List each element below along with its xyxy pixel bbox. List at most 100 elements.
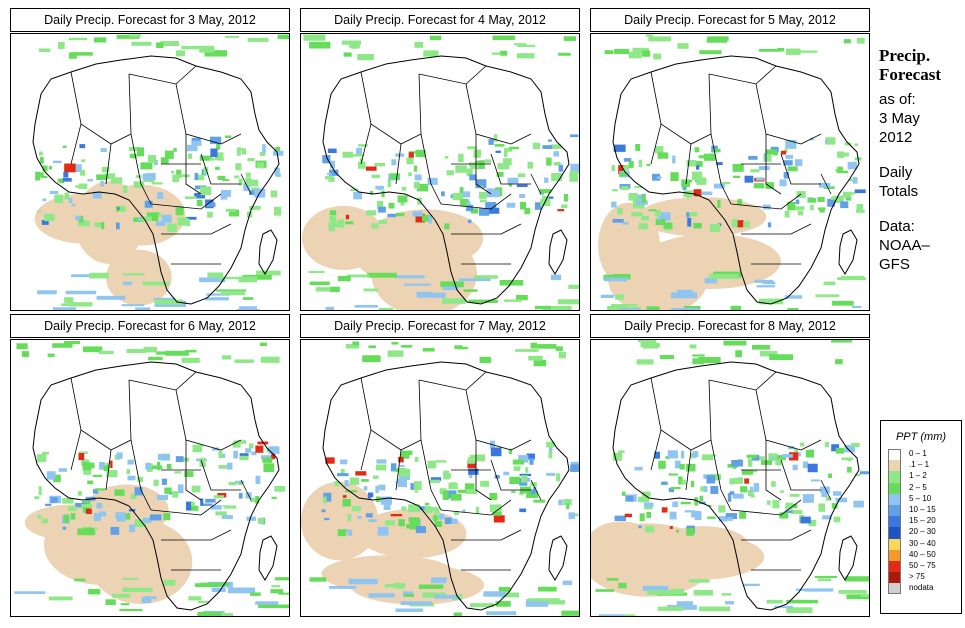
- rain-cell: [825, 140, 829, 144]
- rain-cell: [259, 342, 267, 347]
- rain-cell: [600, 294, 614, 299]
- legend-swatch: [888, 572, 901, 584]
- country-border: [780, 153, 821, 185]
- rain-cell: [548, 139, 553, 142]
- rain-cell: [239, 455, 249, 461]
- rain-cell: [521, 475, 528, 483]
- rain-cell: [702, 454, 714, 461]
- country-border: [70, 377, 132, 451]
- country-border: [128, 379, 132, 441]
- rain-cell: [431, 507, 438, 512]
- rain-cell: [782, 453, 793, 458]
- rain-cell: [157, 453, 170, 461]
- rain-cell: [422, 214, 431, 222]
- rain-cell: [533, 486, 537, 493]
- rain-cell: [686, 527, 694, 536]
- asof-label: as of:: [879, 91, 916, 108]
- rain-cell: [474, 454, 485, 462]
- rain-cell: [615, 294, 624, 300]
- rain-cell: [468, 299, 498, 304]
- rain-cell: [470, 603, 495, 608]
- rain-cell: [77, 528, 86, 536]
- legend-item: 1 – 2: [881, 471, 961, 483]
- rain-cell: [414, 456, 419, 462]
- rain-cell: [184, 196, 197, 199]
- rain-cell: [232, 441, 241, 448]
- rain-cell: [309, 41, 331, 49]
- rain-cell: [203, 167, 209, 175]
- rain-cell: [100, 180, 104, 187]
- rain-cell: [62, 498, 74, 504]
- rain-cell: [187, 153, 193, 159]
- rain-cell: [399, 476, 410, 481]
- rain-cell: [330, 221, 341, 228]
- rain-cell: [257, 517, 265, 524]
- rain-cell: [462, 509, 466, 513]
- rain-cell: [511, 490, 516, 493]
- rain-cell: [468, 468, 479, 475]
- country-border: [420, 133, 442, 205]
- rain-cell: [841, 457, 853, 461]
- rain-cell: [38, 48, 51, 52]
- rain-cell: [802, 494, 815, 503]
- rain-cell: [655, 218, 666, 226]
- rain-cell: [37, 290, 57, 295]
- rain-cell: [239, 453, 249, 457]
- rain-cell: [371, 223, 379, 229]
- rain-cell: [856, 37, 865, 44]
- rain-cell: [791, 510, 803, 514]
- rain-cell: [542, 195, 549, 201]
- rain-cell: [756, 285, 775, 288]
- rain-cell: [215, 511, 227, 516]
- rain-cell: [463, 289, 478, 292]
- rain-cell: [491, 189, 500, 198]
- rain-cell: [122, 587, 153, 592]
- country-border: [418, 371, 487, 391]
- rain-cell: [104, 173, 116, 179]
- rain-cell: [219, 453, 226, 458]
- rain-cell: [487, 207, 500, 214]
- rain-cell: [473, 149, 482, 158]
- rain-cell: [131, 41, 152, 46]
- rain-cell: [416, 183, 429, 192]
- rain-cell: [774, 605, 793, 608]
- rain-cell: [255, 445, 264, 453]
- rain-cell: [110, 526, 120, 535]
- rain-cell: [270, 190, 278, 198]
- country-border: [510, 133, 532, 145]
- rain-cell: [89, 462, 95, 469]
- rain-cell: [779, 512, 789, 519]
- heading-line-2: Forecast: [879, 65, 941, 84]
- rain-cell: [361, 479, 369, 482]
- rain-cell: [329, 215, 337, 222]
- rain-cell: [648, 209, 657, 212]
- rain-cell: [406, 524, 416, 529]
- rain-cell: [689, 344, 697, 349]
- rain-cell: [194, 192, 205, 199]
- rain-cell: [115, 512, 124, 519]
- legend-item: 2 – 5: [881, 482, 961, 494]
- rain-cell: [427, 177, 438, 185]
- rain-cell: [397, 195, 408, 203]
- rain-cell: [611, 304, 638, 307]
- rain-cell: [375, 185, 384, 190]
- rain-cell: [646, 306, 660, 310]
- rain-cell: [325, 457, 335, 464]
- rain-cell: [619, 172, 627, 177]
- rain-cell: [509, 146, 519, 150]
- rain-cell: [485, 202, 497, 211]
- rain-cell: [519, 508, 527, 513]
- rain-cell: [612, 218, 624, 223]
- rain-cell: [799, 442, 805, 447]
- rain-cell: [503, 158, 512, 166]
- rain-cell: [665, 455, 670, 460]
- rain-cell: [342, 151, 353, 158]
- rain-cell: [49, 190, 59, 194]
- rain-cell: [558, 499, 563, 506]
- country-border: [200, 153, 241, 185]
- rain-cell: [334, 480, 340, 487]
- rain-cell: [845, 576, 869, 582]
- rain-cell: [783, 172, 789, 179]
- rain-cell: [79, 144, 86, 149]
- rain-cell: [561, 204, 568, 209]
